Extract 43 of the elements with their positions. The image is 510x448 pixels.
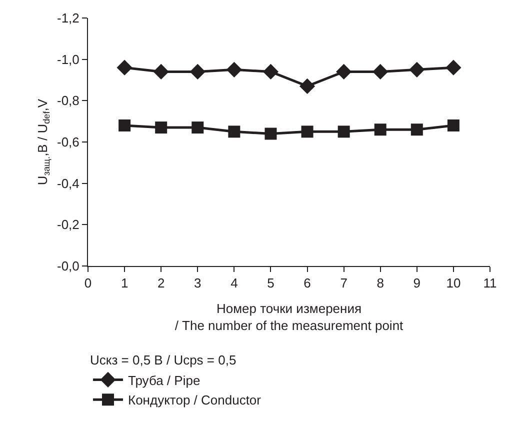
y-tick-label: -0,0 bbox=[56, 258, 80, 274]
y-tick-label: -0,2 bbox=[56, 217, 80, 232]
point bbox=[372, 64, 388, 80]
x-tick-label: 0 bbox=[84, 276, 92, 291]
x-tick-label: 10 bbox=[446, 276, 461, 291]
x-tick-label: 3 bbox=[194, 276, 202, 291]
legend-title: Uскз = 0,5 В / Ucps = 0,5 bbox=[90, 352, 236, 368]
y-tick-label: -0,6 bbox=[56, 134, 80, 150]
legend-label: Кондуктор / Conductor bbox=[128, 392, 262, 408]
legend-label: Труба / Pipe bbox=[128, 372, 200, 388]
point bbox=[299, 78, 316, 94]
point bbox=[336, 64, 352, 80]
point bbox=[226, 62, 242, 78]
x-tick-label: 4 bbox=[230, 276, 238, 291]
y-tick-label: -0,8 bbox=[56, 93, 80, 108]
x-tick-label: 6 bbox=[304, 276, 311, 291]
point bbox=[228, 126, 240, 138]
point bbox=[446, 60, 462, 76]
y-tick-label: -1,2 bbox=[56, 10, 80, 26]
point bbox=[190, 64, 206, 80]
point bbox=[192, 122, 204, 134]
x-tick-label: 8 bbox=[376, 276, 384, 291]
point bbox=[410, 124, 423, 136]
point bbox=[116, 60, 132, 76]
point bbox=[374, 124, 386, 136]
point bbox=[118, 119, 131, 132]
x-axis-title: Номер точки измерения / The number of the measurement point bbox=[174, 301, 404, 334]
point bbox=[447, 119, 460, 132]
point bbox=[264, 128, 277, 140]
y-tick-label: -1,0 bbox=[56, 52, 80, 67]
x-tick-label: 7 bbox=[340, 276, 348, 291]
point bbox=[301, 126, 314, 138]
x-tick-label: 5 bbox=[267, 276, 274, 291]
x-tick-label: 11 bbox=[483, 276, 497, 291]
x-tick-label: 2 bbox=[157, 276, 165, 291]
point bbox=[155, 122, 168, 134]
point bbox=[153, 64, 169, 80]
point bbox=[409, 62, 425, 78]
y-tick-label: -0,4 bbox=[56, 176, 80, 191]
point bbox=[338, 126, 350, 138]
x-tick-label: 9 bbox=[413, 276, 421, 291]
point bbox=[262, 64, 279, 80]
x-tick-label: 1 bbox=[120, 276, 128, 291]
